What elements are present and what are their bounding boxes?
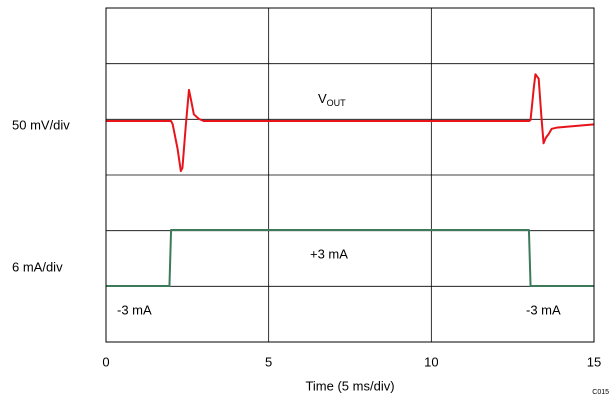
x-axis-label: Time (5 ms/div) [305, 378, 394, 393]
channel-label-current: 6 mA/div [12, 259, 63, 274]
x-tick-label: 0 [102, 354, 109, 369]
plot-frame [105, 7, 595, 343]
figure-code: C015 [592, 389, 609, 396]
series-line-current [106, 229, 594, 287]
traces [106, 73, 595, 287]
x-tick-label: 15 [587, 354, 601, 369]
series-line-vout [106, 73, 595, 173]
plus-3ma-annotation: +3 mA [310, 246, 348, 261]
vout-annotation: VOUT [318, 91, 346, 108]
x-tick-label: 5 [265, 354, 272, 369]
minus-3ma-right-annotation: -3 mA [526, 302, 561, 317]
x-tick-label: 10 [424, 354, 438, 369]
channel-label-voltage: 50 mV/div [12, 117, 70, 132]
minus-3ma-left-annotation: -3 mA [117, 302, 152, 317]
